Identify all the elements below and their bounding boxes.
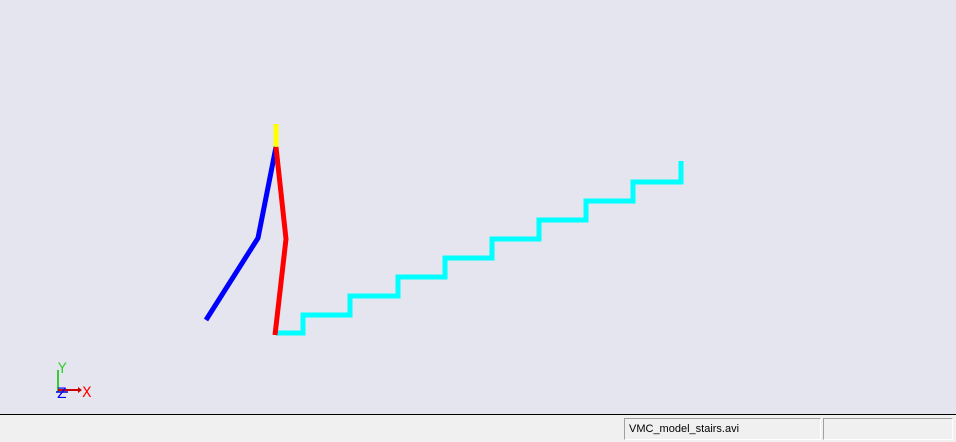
status-bar: VMC_model_stairs.avi [0,414,956,442]
axis-label-y: Y [57,361,67,377]
status-pane-main [0,418,622,440]
right-leg-segment [272,146,289,336]
3d-viewport[interactable]: Y Z X [0,0,956,414]
status-pane-extra [823,418,953,440]
status-pane-filename: VMC_model_stairs.avi [624,418,821,440]
axis-label-x: X [82,385,92,401]
stairs-model [276,161,684,336]
axis-label-z: Z [57,386,67,402]
x-axis-arrow [78,387,82,393]
scene-canvas: Y Z X [56,124,684,402]
left-leg-segment [203,146,279,322]
axis-gizmo: Y Z X [56,361,92,402]
